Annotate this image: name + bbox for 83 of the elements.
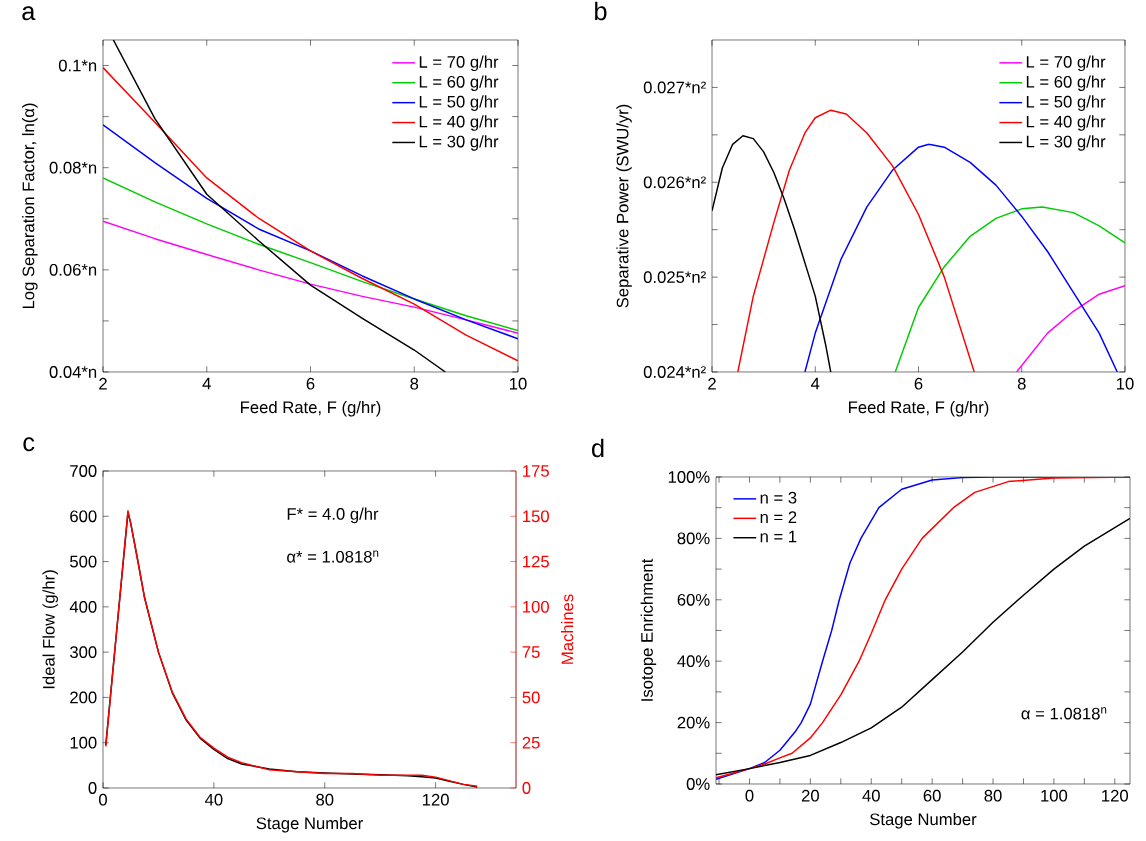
legend-label: n = 3 [760, 491, 797, 504]
y-tick-label: 100% [668, 471, 710, 483]
y-tick-label: 0.04*n [49, 366, 97, 378]
x-tick-label: 80 [316, 793, 334, 806]
legend-label: n = 2 [760, 511, 797, 523]
legend-label: L = 50 g/hr [1026, 95, 1106, 111]
y-tick-label: 0.026*n² [643, 176, 706, 189]
y2-tick-label: 150 [523, 510, 549, 523]
y-axis-title: Separative Power (SWU/yr) [616, 104, 632, 308]
x-tick-label: 100 [1041, 789, 1068, 802]
legend-label: L = 30 g/hr [1026, 135, 1106, 151]
line-series [737, 109, 975, 372]
x-tick-label: 80 [984, 789, 1002, 802]
x-tick-label: 10 [510, 377, 527, 390]
legend-label: L = 40 g/hr [419, 115, 499, 131]
x-axis-title: Stage Number [870, 812, 977, 829]
y2-tick-label: 50 [522, 691, 540, 704]
x-tick-label: 8 [1017, 377, 1026, 390]
chart-title: a [22, 6, 36, 21]
y2-tick-label: 25 [522, 736, 540, 749]
x-axis-title: Stage Number [256, 816, 363, 833]
line-series [1015, 284, 1125, 372]
legend-label: n = 1 [760, 530, 797, 543]
y-tick-label: 500 [70, 555, 97, 568]
y2-tick-label: 125 [523, 555, 549, 568]
x-tick-label: 0 [99, 793, 107, 806]
legend-label: L = 60 g/hr [1026, 75, 1106, 91]
x-tick-label: 40 [204, 793, 223, 806]
y-tick-label: 600 [70, 510, 97, 523]
legend-label: L = 60 g/hr [419, 75, 499, 91]
x-tick-label: 20 [801, 789, 819, 802]
y-tick-label: 100 [70, 736, 97, 749]
x-tick-label: 60 [923, 789, 941, 802]
x-tick-label: 120 [1102, 789, 1129, 802]
y-tick-label: 0.024*n² [643, 366, 706, 378]
y-tick-label: 40% [677, 655, 710, 668]
x-tick-label: 4 [810, 377, 820, 390]
y-axis-title: Isotope Enrichment [640, 558, 657, 701]
legend-label: L = 50 g/hr [419, 95, 499, 111]
y-tick-label: 200 [70, 691, 97, 704]
legend-label: L = 30 g/hr [419, 135, 499, 151]
x-tick-label: 4 [202, 377, 211, 390]
legend-label: L = 70 g/hr [1026, 55, 1106, 72]
y-tick-label: 60% [677, 593, 710, 606]
y-tick-label: 0.025*n² [643, 271, 706, 284]
y-axis-title: Log Separation Factor, ln(α) [22, 103, 38, 309]
y-tick-label: 700 [70, 465, 97, 477]
y2-tick-label: 75 [522, 646, 540, 658]
annotation: F* = 4.0 g/hr [287, 507, 379, 524]
x-tick-label: 2 [708, 377, 716, 390]
legend-label: L = 40 g/hr [1026, 115, 1106, 131]
y-tick-label: 400 [69, 600, 97, 613]
y-tick-label: 0.08*n [49, 161, 97, 174]
x-axis-title: Feed Rate, F (g/hr) [849, 400, 989, 417]
y-tick-label: 80% [677, 532, 710, 545]
x-tick-label: 8 [410, 377, 419, 390]
y-tick-label: 20% [677, 716, 710, 729]
x-tick-label: 2 [99, 377, 107, 390]
x-tick-label: 120 [422, 793, 449, 806]
y-tick-label: 300 [70, 646, 97, 659]
x-tick-label: 6 [306, 377, 315, 390]
chart-title: d [592, 438, 604, 458]
annotation: α* = 1.0818$^{n}$ [287, 550, 379, 563]
y-tick-label: 0.06*n [49, 263, 97, 276]
y-tick-label: 0.027*n² [643, 81, 706, 94]
annotation: α = 1.0818$^{n}$ [1021, 707, 1107, 720]
chart-title: b [595, 1, 607, 21]
x-tick-label: 0 [745, 789, 754, 802]
y-axis-title: Ideal Flow (g/hr) [42, 570, 58, 689]
x-tick-label: 40 [862, 789, 880, 802]
line-series [894, 206, 1125, 372]
y2-tick-label: 100 [523, 600, 549, 613]
x-tick-label: 6 [914, 377, 923, 390]
chart-title: c [23, 437, 35, 452]
y2-tick-label: 175 [523, 465, 549, 477]
legend-label: L = 70 g/hr [419, 55, 499, 72]
line-series [103, 177, 518, 332]
y-tick-label: 0.1*n [58, 59, 97, 72]
x-tick-label: 10 [1117, 377, 1134, 390]
x-axis-title: Feed Rate, F (g/hr) [241, 400, 381, 417]
y-tick-label: 0% [686, 778, 710, 790]
y2-axis-title: Machines [561, 594, 574, 664]
line-series [103, 220, 518, 334]
